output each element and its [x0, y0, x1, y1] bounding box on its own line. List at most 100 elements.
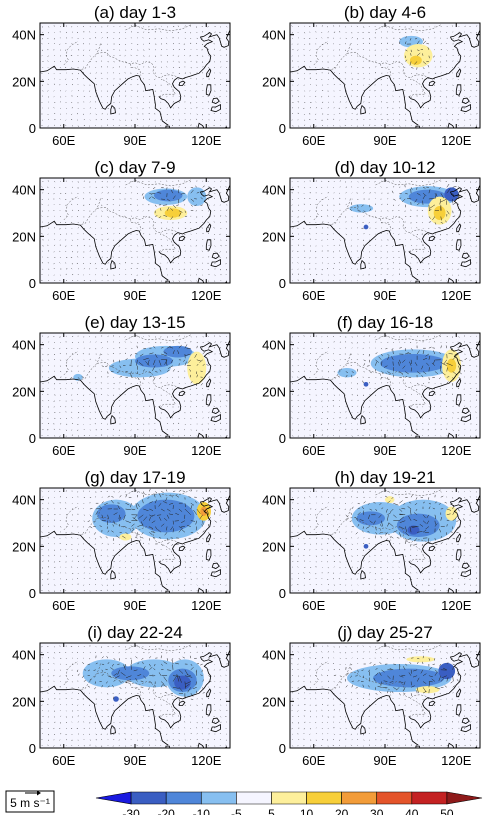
colorbar-tick-label: -30 [122, 807, 140, 815]
y-tick-label: 0 [29, 276, 36, 291]
colorbar-segment [306, 791, 342, 805]
anomaly-shading [433, 206, 446, 220]
y-tick-label: 0 [29, 121, 36, 136]
colorbar-segment [376, 791, 413, 805]
map-panel: 60E 90E 120E 0 20N 40N (e) day 13-15 [12, 313, 231, 458]
colorbar-tick-label: 40 [405, 807, 419, 815]
map-content [290, 488, 480, 593]
panels-group: 60E 90E 120E 0 20N 40N (a) day 1-3 60E 90E 120E 0 2… [12, 3, 481, 768]
y-tick-label: 20N [262, 74, 286, 89]
x-tick-label: 60E [302, 288, 325, 303]
colorbar-segment [165, 791, 202, 805]
map-content [290, 643, 480, 748]
wind-vectors [291, 645, 478, 747]
map-content [40, 333, 230, 438]
anomaly-shading [407, 525, 420, 535]
panel-title: (c) day 7-9 [94, 158, 175, 177]
anomaly-shading [111, 666, 150, 681]
coastline [40, 643, 230, 748]
anomaly-shading [446, 358, 457, 373]
anomaly-shading [445, 506, 458, 521]
wind-vectors [291, 490, 478, 592]
colorbar-tick-label: -20 [158, 807, 176, 815]
reference-vector-legend: 5 m s⁻¹ [5, 790, 55, 813]
wind-vectors [291, 25, 478, 127]
y-tick-label: 0 [279, 276, 286, 291]
reference-vector-box [5, 790, 55, 813]
colorbar-segment [236, 791, 272, 805]
y-tick-label: 40N [12, 183, 36, 198]
y-tick-label: 0 [29, 586, 36, 601]
map-panel: 60E 90E 120E 0 20N 40N (g) day 17-19 [12, 468, 231, 613]
coastline [290, 333, 480, 438]
y-tick-label: 20N [262, 384, 286, 399]
y-tick-label: 20N [262, 694, 286, 709]
colorbar-segment [200, 791, 237, 805]
panel-title: (h) day 19-21 [334, 468, 435, 487]
colorbar-segment [341, 791, 378, 805]
x-tick-label: 60E [52, 288, 75, 303]
y-tick-label: 40N [262, 493, 286, 508]
coastline [290, 643, 480, 748]
map-panel: 60E 90E 120E 0 20N 40N (b) day 4-6 [262, 3, 481, 148]
coastline [40, 488, 230, 593]
colorbar-tick-label: 20 [335, 807, 349, 815]
y-tick-label: 40N [12, 28, 36, 43]
panel-title: (b) day 4-6 [344, 3, 426, 22]
map-content [40, 488, 230, 593]
colorbar-tick-label: 30 [370, 807, 384, 815]
anomaly-shading [113, 696, 119, 702]
colorbar-segment [411, 791, 448, 805]
x-tick-label: 120E [441, 443, 472, 458]
map-content [290, 23, 480, 128]
wind-vectors [41, 488, 228, 592]
x-tick-label: 60E [52, 598, 75, 613]
panel-title: (i) day 22-24 [87, 623, 182, 642]
wind-vectors [41, 645, 228, 747]
y-tick-label: 20N [262, 539, 286, 554]
anomaly-shading [82, 659, 131, 688]
x-tick-label: 120E [191, 598, 222, 613]
y-tick-label: 40N [262, 338, 286, 353]
x-tick-label: 90E [373, 288, 396, 303]
y-tick-label: 40N [12, 338, 36, 353]
y-tick-label: 40N [12, 493, 36, 508]
x-tick-label: 90E [123, 598, 146, 613]
y-tick-label: 0 [279, 586, 286, 601]
anomaly-shading [135, 354, 173, 368]
colorbar-segment [130, 791, 167, 805]
anomaly-shading [406, 656, 435, 663]
x-tick-label: 120E [441, 133, 472, 148]
y-tick-label: 0 [279, 741, 286, 756]
anomaly-shading [187, 187, 207, 207]
x-tick-label: 120E [441, 288, 472, 303]
anomaly-shading [380, 354, 447, 373]
anomaly-shading [154, 189, 183, 202]
x-tick-label: 90E [123, 753, 146, 768]
y-tick-label: 40N [262, 648, 286, 663]
colorbar-segment [95, 791, 132, 805]
anomaly-shading [415, 686, 440, 694]
x-tick-label: 60E [52, 443, 75, 458]
coastline [290, 23, 480, 128]
anomaly-shading [396, 513, 440, 537]
x-tick-label: 90E [373, 598, 396, 613]
reference-vector-label: 5 m s⁻¹ [10, 796, 50, 810]
colorbar-segment [271, 791, 307, 805]
y-tick-label: 20N [12, 539, 36, 554]
anomaly-shading [363, 224, 369, 230]
wind-vectors [41, 180, 228, 282]
reference-vector-arrowhead [37, 790, 41, 796]
y-tick-label: 20N [12, 694, 36, 709]
map-panel: 60E 90E 120E 0 20N 40N (d) day 10-12 [262, 158, 481, 303]
map-panel: 60E 90E 120E 0 20N 40N (j) day 25-27 [262, 623, 481, 768]
colorbar-segment [446, 791, 483, 805]
y-tick-label: 40N [262, 183, 286, 198]
x-tick-label: 120E [191, 753, 222, 768]
map-content [290, 178, 480, 283]
x-tick-label: 60E [302, 133, 325, 148]
colorbar-tick-label: 5 [268, 807, 275, 815]
anomaly-shading [164, 208, 182, 218]
x-tick-label: 120E [191, 133, 222, 148]
